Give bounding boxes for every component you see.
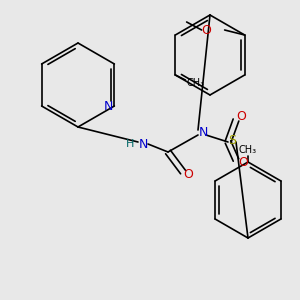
Text: O: O xyxy=(183,169,193,182)
Text: N: N xyxy=(104,100,113,112)
Text: N: N xyxy=(138,137,148,151)
Text: CH₃: CH₃ xyxy=(186,78,204,88)
Text: H: H xyxy=(126,139,134,149)
Text: O: O xyxy=(202,23,212,37)
Text: CH₃: CH₃ xyxy=(239,145,257,155)
Text: O: O xyxy=(238,157,248,169)
Text: O: O xyxy=(236,110,246,124)
Text: S: S xyxy=(228,134,236,148)
Text: N: N xyxy=(198,127,208,140)
